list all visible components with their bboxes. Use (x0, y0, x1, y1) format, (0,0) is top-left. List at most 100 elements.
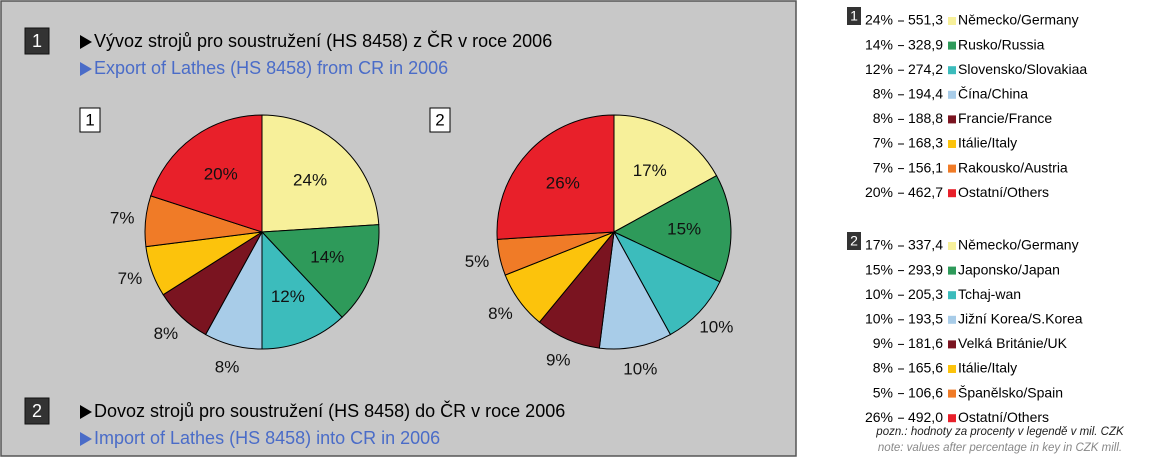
slice-label: 7% (110, 208, 135, 227)
legend-label: Ostatní/Others (958, 409, 1049, 425)
chart-subtitle: Export of Lathes (HS 8458) from CR in 20… (94, 58, 448, 78)
legend-percent: 7% (873, 159, 893, 175)
slice-label: 12% (271, 287, 305, 306)
legend-amount: 194,4 (908, 86, 943, 102)
chart-subtitle: Import of Lathes (HS 8458) into CR in 20… (94, 428, 440, 448)
slice-label: 14% (310, 247, 344, 266)
legend-swatch (948, 66, 956, 75)
slice-label: 8% (154, 324, 179, 343)
chart-title: Dovoz strojů pro soustružení (HS 8458) d… (94, 400, 565, 421)
legend-percent: 20% (865, 184, 893, 200)
legend-label: Ostatní/Others (958, 184, 1049, 200)
legend-percent: 8% (873, 86, 893, 102)
chart-title: Vývoz strojů pro soustružení (HS 8458) z… (94, 30, 552, 51)
legend-percent: 10% (865, 311, 893, 327)
marker (80, 432, 92, 446)
legend-amount: 205,3 (908, 286, 943, 302)
slice-label: 10% (699, 318, 733, 337)
legend-percent: 8% (873, 110, 893, 126)
pie-label: 1 (85, 110, 94, 129)
legend-percent: 26% (865, 409, 893, 425)
legend-amount: 156,1 (908, 159, 943, 175)
legend-label: Německo/Germany (958, 237, 1079, 253)
legend-label: Rusko/Russia (958, 36, 1045, 52)
note: note: values after percentage in key in … (878, 442, 1122, 454)
badge-number: 1 (32, 31, 42, 51)
legend-percent: 9% (873, 335, 893, 351)
legend-swatch (948, 389, 956, 398)
note: pozn.: hodnoty za procenty v legendě v m… (875, 426, 1125, 438)
legend-amount: 106,6 (908, 384, 943, 400)
slice-label: 17% (633, 161, 667, 180)
legend-amount: 462,7 (908, 184, 943, 200)
pie-slice (496, 114, 615, 240)
legend-label: Tchaj-wan (958, 286, 1021, 302)
legend-swatch (948, 17, 956, 25)
legend-amount: 181,6 (908, 335, 943, 351)
slice-label: 20% (204, 165, 238, 184)
legend-swatch (948, 340, 956, 349)
slice-label: 8% (215, 357, 240, 376)
legend-label: Itálie/Italy (958, 135, 1017, 151)
slice-label: 9% (546, 350, 571, 369)
slice-label: 10% (623, 359, 657, 378)
slice-label: 7% (118, 269, 143, 288)
legend-percent: 15% (865, 261, 893, 277)
marker (80, 405, 92, 419)
pie-slice (612, 174, 732, 283)
legend-amount: 337,4 (908, 237, 943, 253)
legend-swatch (948, 164, 956, 173)
legend-amount: 193,5 (908, 311, 943, 327)
legend-swatch (948, 414, 956, 423)
legend-amount: 274,2 (908, 61, 943, 77)
pie-slice (260, 224, 380, 318)
legend-badge (847, 7, 861, 25)
legend-percent: 7% (873, 135, 893, 151)
badge-number: 2 (32, 401, 42, 421)
legend-amount: 492,0 (908, 409, 943, 425)
legend-amount: 168,3 (908, 135, 943, 151)
badge (24, 27, 50, 55)
marker (80, 62, 92, 76)
legend-badge-number: 2 (850, 233, 858, 249)
slice-label: 8% (488, 304, 513, 323)
pie-label-box (429, 107, 451, 133)
legend-swatch (948, 41, 956, 50)
legend-amount: 293,9 (908, 261, 943, 277)
legend-label: Jižní Korea/S.Korea (958, 311, 1083, 327)
legend-label: Slovensko/Slovakiaa (958, 61, 1087, 77)
pie-slice (150, 114, 263, 233)
badge (24, 397, 50, 425)
legend-badge (847, 232, 861, 250)
legend-amount: 551,3 (908, 12, 943, 28)
legend-swatch (948, 266, 956, 275)
legend-badge-number: 1 (850, 8, 858, 24)
legend-swatch (948, 315, 956, 324)
legend-swatch (948, 365, 956, 373)
legend-percent: 12% (865, 61, 893, 77)
legend-swatch (948, 140, 956, 148)
legend-percent: 5% (873, 384, 893, 400)
pie-slice (613, 114, 718, 233)
pie-label: 2 (435, 110, 444, 129)
legend-label: Španělsko/Spain (958, 384, 1063, 400)
legend-percent: 24% (865, 12, 893, 28)
legend-swatch (948, 115, 956, 124)
legend-amount: 328,9 (908, 36, 943, 52)
slice-label: 5% (465, 252, 490, 271)
legend-label: Velká Británie/UK (958, 335, 1068, 351)
legend-percent: 10% (865, 286, 893, 302)
legend-swatch (948, 291, 956, 300)
slice-label: 26% (546, 173, 580, 192)
pie-slice (598, 230, 672, 350)
legend-percent: 14% (865, 36, 893, 52)
legend-amount: 188,8 (908, 110, 943, 126)
pie-slice (612, 230, 721, 336)
legend-swatch (948, 189, 956, 198)
legend-label: Rakousko/Austria (958, 159, 1068, 175)
legend-label: Itálie/Italy (958, 360, 1017, 376)
legend-label: Japonsko/Japan (958, 261, 1060, 277)
legend-percent: 17% (865, 237, 893, 253)
